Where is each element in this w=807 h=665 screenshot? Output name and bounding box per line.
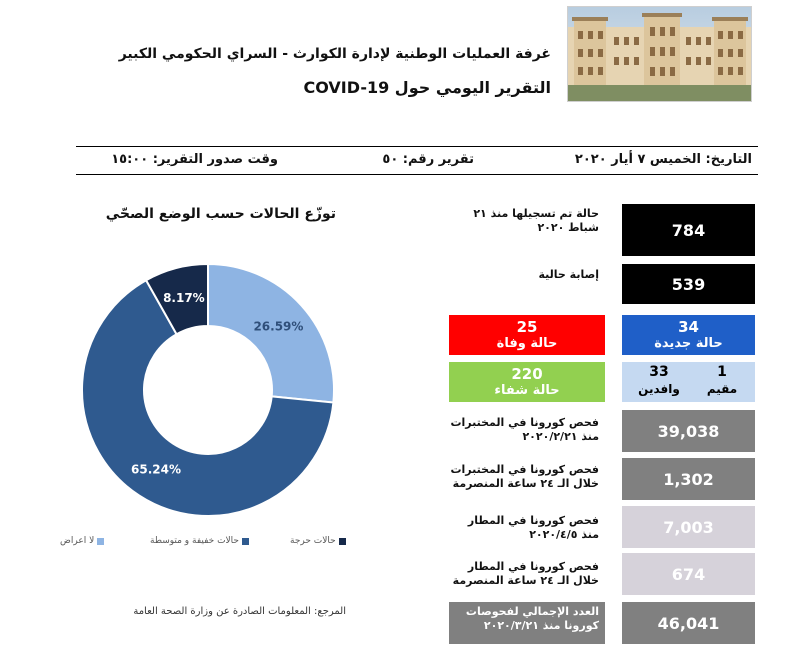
- slice-mild-moderate-label: 65.24%: [131, 463, 181, 477]
- active-cases-label: إصابة حالية: [538, 268, 599, 281]
- deaths-value: 25: [516, 318, 538, 336]
- legend-swatch-mild-moderate: [242, 537, 249, 545]
- residents-label: مقيم: [706, 382, 738, 396]
- legend-label-mild-moderate: حالات خفيفة و متوسطة: [150, 536, 239, 546]
- lab-tests-24h-value: 1,302: [622, 458, 755, 500]
- lab-tests-24h-label: فحص كورونا في المختبرات خلال الـ ٢٤ ساعة…: [450, 463, 599, 490]
- slice-critical: [144, 262, 209, 336]
- deaths-label: حالة وفاة: [496, 336, 558, 351]
- slice-no-symptoms: [207, 262, 335, 404]
- slice-critical-label: 8.17%: [163, 291, 205, 305]
- recovered-label: حالة شفاء: [494, 383, 560, 398]
- arrivals-label: وافدين: [638, 382, 680, 396]
- arrivals-value: 33: [649, 364, 669, 380]
- lab-tests-total-label: فحص كورونا في المختبرات منذ ٢٠٢٠/٢/٢١: [450, 416, 599, 443]
- total-cases-value: 784: [622, 204, 755, 256]
- legend-swatch-no-symptoms: [97, 537, 105, 545]
- lab-tests-total-value: 39,038: [622, 410, 755, 452]
- report-issue-time: وقت صدور التقرير: ١٥:٠٠: [111, 152, 278, 167]
- new-cases-value: 34: [678, 318, 699, 336]
- recovered-box: 220 حالة شفاء: [449, 362, 605, 402]
- meta-bottom-divider: [76, 174, 758, 175]
- legend-swatch-critical: [338, 537, 346, 545]
- legend-item-critical: حالات حرجة: [290, 536, 346, 546]
- slice-mild-moderate: [81, 278, 335, 517]
- legend-label-critical: حالات حرجة: [290, 536, 336, 546]
- slice-no-symptoms-label: 26.59%: [253, 319, 303, 333]
- airport-tests-total-value: 7,003: [622, 506, 755, 548]
- active-cases-value: 539: [622, 264, 755, 304]
- data-source-note: المرجع: المعلومات الصادرة عن وزارة الصحة…: [133, 606, 346, 617]
- report-header-title: غرفة العمليات الوطنية لإدارة الكوارث - ا…: [118, 46, 551, 62]
- health-status-donut-chart: 26.59% 65.24% 8.17%: [81, 262, 335, 517]
- grand-total-label: العدد الإجمالي لفحوصات كورونا منذ ٢٠٢٠/٣…: [449, 602, 605, 644]
- report-header-subtitle: التقرير اليومي حول COVID-19: [303, 78, 552, 97]
- deaths-box: 25 حالة وفاة: [449, 315, 605, 355]
- chart-title: توزّع الحالات حسب الوضع الصحّي: [105, 206, 336, 222]
- residents-arrivals-box: 33 وافدين 1 مقيم: [622, 362, 755, 402]
- airport-tests-24h-value: 674: [622, 553, 755, 595]
- meta-top-divider: [76, 146, 758, 147]
- legend-label-no-symptoms: لا اعراض: [60, 536, 95, 546]
- legend-item-no-symptoms: لا اعراض: [60, 536, 105, 546]
- total-cases-label: حالة تم تسجيلها منذ ٢١ شباط ٢٠٢٠: [473, 207, 599, 234]
- legend-item-mild-moderate: حالات خفيفة و متوسطة: [150, 536, 249, 546]
- grand-total-value: 46,041: [622, 602, 755, 644]
- new-cases-label: حالة جديدة: [654, 336, 723, 351]
- serail-building-photo: [567, 6, 752, 102]
- airport-tests-total-label: فحص كورونا في المطار منذ ٢٠٢٠/٤/٥: [467, 514, 599, 541]
- residents-value: 1: [717, 364, 727, 380]
- airport-tests-24h-label: فحص كورونا في المطار خلال الـ ٢٤ ساعة ال…: [452, 560, 599, 587]
- recovered-value: 220: [511, 365, 543, 383]
- new-cases-box: 34 حالة جديدة: [622, 315, 755, 355]
- report-number: تقرير رقم: ٥٠: [382, 152, 474, 167]
- report-date: التاريخ: الخميس ٧ أيار ٢٠٢٠: [574, 152, 752, 167]
